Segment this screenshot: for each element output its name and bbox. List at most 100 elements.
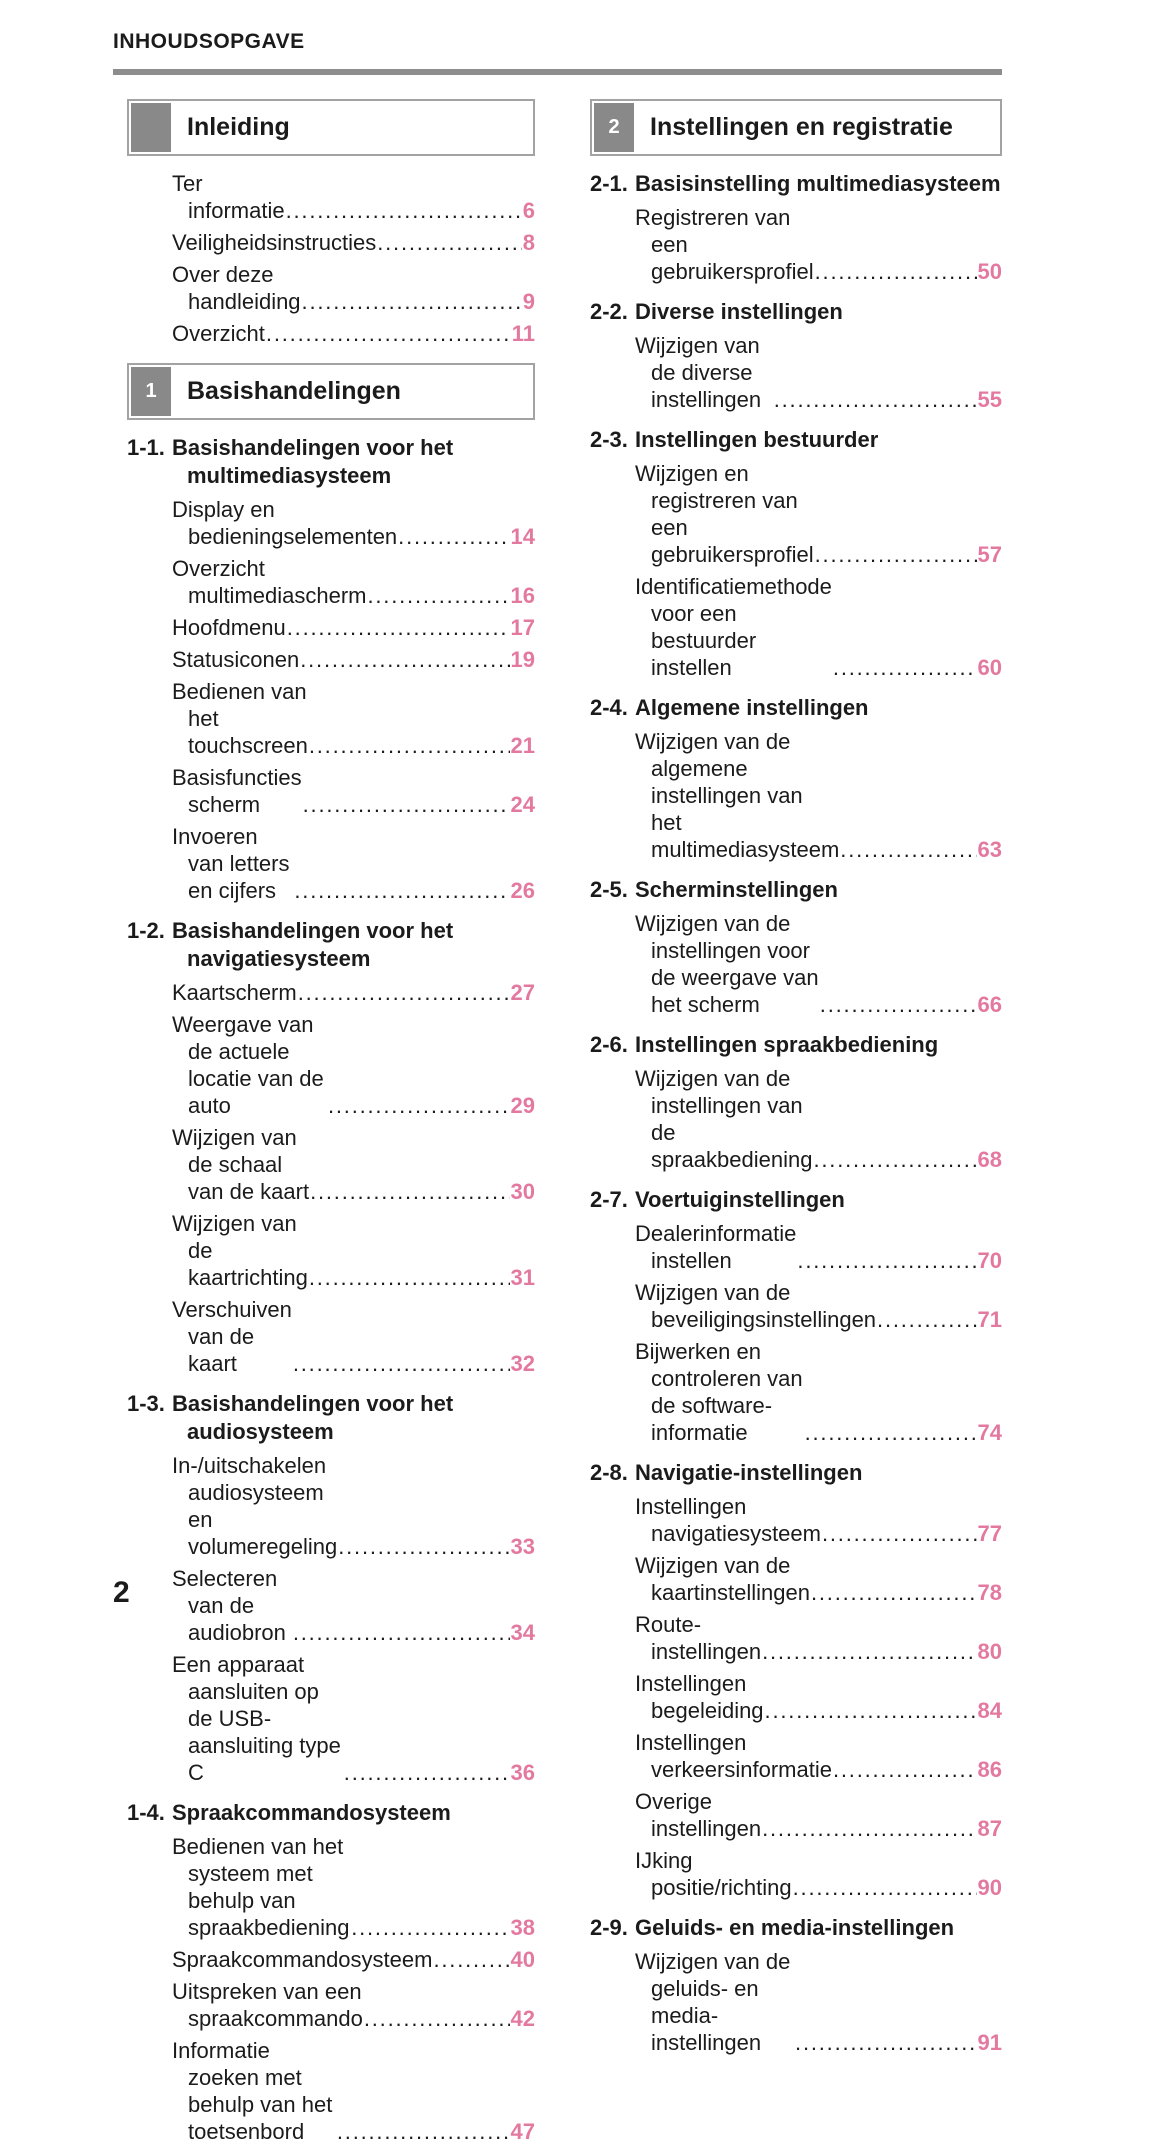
toc-entry-page: 91 — [977, 2030, 1002, 2055]
toc-entry[interactable]: Selecteren van de audiobron 34 — [127, 1565, 535, 1646]
dot-leader — [350, 1914, 509, 1941]
section-title: Basishandelingen voor het multimediasyst… — [172, 435, 454, 488]
dot-leader — [821, 1520, 977, 1547]
toc-entry[interactable]: Instellingen verkeersinformatie 86 — [590, 1729, 1002, 1783]
toc-entry[interactable]: Overige instellingen 87 — [590, 1788, 1002, 1842]
toc-entry[interactable]: Invoeren van letters en cijfers 26 — [127, 823, 535, 904]
toc-entry[interactable]: Statusiconen 19 — [127, 646, 535, 673]
toc-entry-page: 8 — [522, 230, 535, 255]
section-number: 2-7. — [590, 1187, 628, 1212]
toc-entry-page: 17 — [510, 615, 535, 640]
section-title: Geluids- en media-instellingen — [635, 1915, 955, 1940]
toc-entry[interactable]: Over deze handleiding 9 — [127, 261, 535, 315]
toc-entry[interactable]: Instellingen begeleiding 84 — [590, 1670, 1002, 1724]
dot-leader — [810, 1579, 977, 1606]
dot-leader — [327, 1092, 510, 1119]
dot-leader — [804, 1419, 977, 1446]
chapter-number-tab — [131, 103, 171, 152]
toc-entry-page: 47 — [510, 2119, 535, 2144]
chapter-number: 1 — [145, 380, 157, 402]
toc-entry[interactable]: Bedienen van het touchscreen 21 — [127, 678, 535, 759]
section-heading: 1-4. Spraakcommandosysteem — [127, 1799, 535, 1827]
toc-entry[interactable]: Route-instellingen 80 — [590, 1611, 1002, 1665]
toc-entry[interactable]: Bijwerken en controleren van de software… — [590, 1338, 1002, 1446]
toc-entry[interactable]: Wijzigen van de kaartinstellingen 78 — [590, 1552, 1002, 1606]
toc-entry[interactable]: Wijzigen en registreren van een gebruike… — [590, 460, 1002, 568]
section-title: Basishandelingen voor het audiosysteem — [172, 1391, 454, 1444]
toc-entry-label: Over deze handleiding — [172, 262, 301, 314]
toc-entry-label: Instellingen navigatiesysteem — [635, 1494, 821, 1546]
toc-entry[interactable]: Dealerinformatie instellen 70 — [590, 1220, 1002, 1274]
toc-entry[interactable]: Hoofdmenu 17 — [127, 614, 535, 641]
section-heading: 2-8. Navigatie-instellingen — [590, 1459, 1002, 1487]
toc-entry[interactable]: Informatie zoeken met behulp van het toe… — [127, 2037, 535, 2145]
toc-entry[interactable]: Wijzigen van de algemene instellingen va… — [590, 728, 1002, 863]
toc-entry[interactable]: In-/uitschakelen audiosysteem en volumer… — [127, 1452, 535, 1560]
toc-entry-label: IJking positie/richting — [635, 1848, 792, 1900]
toc-entry[interactable]: Veiligheidsinstructies 8 — [127, 229, 535, 256]
toc-entry-page: 33 — [510, 1534, 535, 1559]
toc-entry[interactable]: Kaartscherm 27 — [127, 979, 535, 1006]
toc-entry-page: 50 — [977, 259, 1002, 284]
section-title: Navigatie-instellingen — [635, 1460, 863, 1485]
toc-entry-page: 74 — [977, 1420, 1002, 1445]
toc-entry[interactable]: Verschuiven van de kaart 32 — [127, 1296, 535, 1377]
toc-entry[interactable]: Overzicht multimediascherm 16 — [127, 555, 535, 609]
toc-entry[interactable]: IJking positie/richting 90 — [590, 1847, 1002, 1901]
toc-entry-page: 87 — [977, 1816, 1002, 1841]
toc-entry[interactable]: Spraakcommandosysteem 40 — [127, 1946, 535, 1973]
toc-entry[interactable]: Een apparaat aansluiten op de USB-aanslu… — [127, 1651, 535, 1786]
toc-entry[interactable]: Instellingen navigatiesysteem 77 — [590, 1493, 1002, 1547]
toc-column-left: Inleiding Ter informatie 6 Veiligheidsinstr… — [127, 99, 535, 2150]
toc-entry-page: 70 — [977, 1248, 1002, 1273]
toc-entry[interactable]: Identificatiemethode voor een bestuurder… — [590, 573, 1002, 681]
toc-entry[interactable]: Wijzigen van de instellingen voor de wee… — [590, 910, 1002, 1018]
toc-entry-label: Verschuiven van de kaart — [172, 1297, 292, 1376]
toc-entry-page: 90 — [977, 1875, 1002, 1900]
toc-entry-page: 84 — [977, 1698, 1002, 1723]
dot-leader — [337, 1533, 509, 1560]
toc-entry-page: 30 — [510, 1179, 535, 1204]
toc-entry-label: Bedienen van het touchscreen — [172, 679, 308, 758]
toc-entry-label: Weergave van de actuele locatie van de a… — [172, 1012, 324, 1118]
toc-entry-page: 80 — [977, 1639, 1002, 1664]
chapter-heading: Inleiding — [127, 99, 535, 156]
dot-leader — [366, 582, 509, 609]
dot-leader — [761, 1815, 976, 1842]
toc-entry[interactable]: Wijzigen van de schaal van de kaart 30 — [127, 1124, 535, 1205]
dot-leader — [773, 386, 977, 413]
toc-entry-label: Display en bedieningselementen — [172, 497, 398, 549]
toc-entry-page: 19 — [510, 647, 535, 672]
toc-entry-page: 14 — [510, 524, 535, 549]
toc-entry[interactable]: Bedienen van het systeem met behulp van … — [127, 1833, 535, 1941]
toc-main: Inleiding Ter informatie 6 Veiligheidsinstr… — [127, 99, 1002, 2150]
toc-entry[interactable]: Wijzigen van de beveiligingsinstellingen… — [590, 1279, 1002, 1333]
toc-entry-label: Kaartscherm — [172, 980, 297, 1005]
toc-entry[interactable]: Overzicht 11 — [127, 320, 535, 347]
toc-entry[interactable]: Ter informatie 6 — [127, 170, 535, 224]
toc-entry[interactable]: Basisfuncties scherm 24 — [127, 764, 535, 818]
toc-entry-label: Registreren van een gebruikersprofiel — [635, 205, 814, 284]
chapter-number-tab: 1 — [131, 367, 171, 416]
toc-entry[interactable]: Uitspreken van een spraakcommando 42 — [127, 1978, 535, 2032]
section-number: 1-2. — [127, 918, 165, 943]
toc-entry[interactable]: Weergave van de actuele locatie van de a… — [127, 1011, 535, 1119]
header-rule — [113, 69, 1002, 75]
dot-leader — [432, 1946, 509, 1973]
toc-entry[interactable]: Display en bedieningselementen 14 — [127, 496, 535, 550]
toc-entry-page: 68 — [977, 1147, 1002, 1172]
toc-entry-page: 57 — [977, 542, 1002, 567]
toc-entry[interactable]: Wijzigen van de geluids- en media-instel… — [590, 1948, 1002, 2056]
toc-entry[interactable]: Wijzigen van de diverse instellingen 55 — [590, 332, 1002, 413]
dot-leader — [292, 1619, 510, 1646]
toc-entry-page: 60 — [977, 655, 1002, 680]
section-number: 1-1. — [127, 435, 165, 460]
toc-entry[interactable]: Wijzigen van de instellingen van de spra… — [590, 1065, 1002, 1173]
toc-entry-page: 26 — [510, 878, 535, 903]
toc-entry[interactable]: Registreren van een gebruikersprofiel 50 — [590, 204, 1002, 285]
toc-entry[interactable]: Wijzigen van de kaartrichting 31 — [127, 1210, 535, 1291]
section-number: 1-4. — [127, 1800, 165, 1825]
dot-leader — [397, 523, 509, 550]
toc-entry-page: 9 — [522, 289, 535, 314]
section-number: 2-4. — [590, 695, 628, 720]
